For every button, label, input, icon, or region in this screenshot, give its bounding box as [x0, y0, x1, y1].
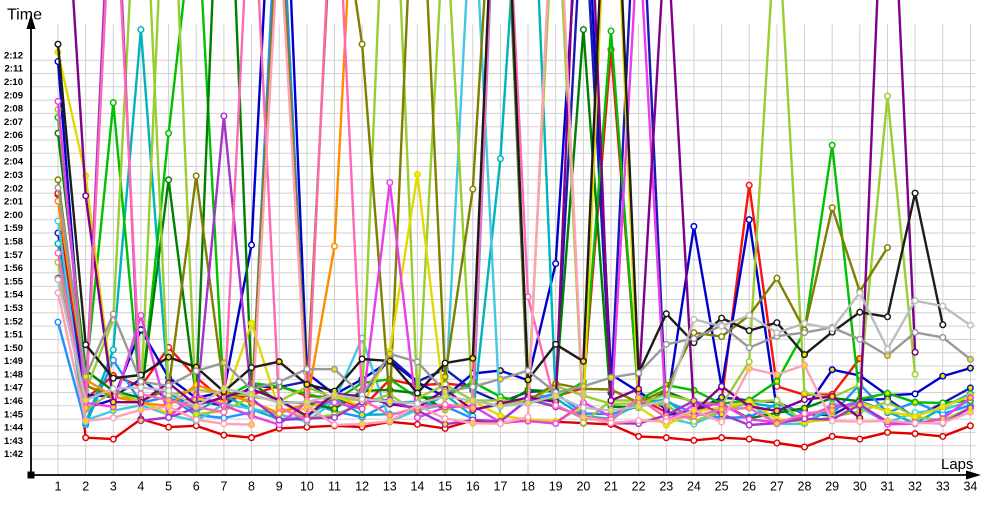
svg-text:1:43: 1:43 [4, 436, 23, 447]
svg-text:2:06: 2:06 [4, 130, 23, 141]
svg-text:1:42: 1:42 [4, 449, 23, 460]
svg-text:2: 2 [82, 480, 89, 494]
svg-text:2:08: 2:08 [4, 104, 23, 115]
svg-text:5: 5 [165, 480, 172, 494]
svg-text:6: 6 [193, 480, 200, 494]
svg-text:1:44: 1:44 [4, 423, 24, 434]
svg-text:1:45: 1:45 [4, 409, 24, 420]
svg-text:24: 24 [687, 480, 701, 494]
svg-text:2:01: 2:01 [4, 197, 24, 208]
svg-text:1:54: 1:54 [4, 290, 24, 301]
svg-text:26: 26 [742, 480, 756, 494]
svg-text:9: 9 [276, 480, 283, 494]
svg-text:21: 21 [604, 480, 618, 494]
svg-text:25: 25 [715, 480, 729, 494]
svg-text:11: 11 [328, 480, 341, 494]
svg-text:32: 32 [908, 480, 922, 494]
svg-text:23: 23 [659, 480, 673, 494]
svg-text:1:55: 1:55 [4, 276, 24, 287]
svg-text:2:09: 2:09 [4, 90, 23, 101]
svg-text:31: 31 [881, 480, 895, 494]
svg-text:16: 16 [466, 480, 480, 494]
svg-text:1:46: 1:46 [4, 396, 23, 407]
svg-text:1:47: 1:47 [4, 383, 23, 394]
svg-text:1:51: 1:51 [4, 330, 24, 341]
svg-text:17: 17 [493, 480, 507, 494]
svg-text:3: 3 [110, 480, 117, 494]
svg-text:29: 29 [825, 480, 839, 494]
svg-text:19: 19 [549, 480, 563, 494]
svg-text:1:57: 1:57 [4, 250, 23, 261]
svg-text:Time: Time [7, 7, 42, 24]
svg-text:1:58: 1:58 [4, 237, 23, 248]
svg-text:15: 15 [438, 480, 452, 494]
svg-text:1: 1 [55, 480, 62, 494]
svg-text:12: 12 [355, 480, 369, 494]
svg-text:8: 8 [248, 480, 255, 494]
svg-text:2:12: 2:12 [4, 50, 23, 61]
svg-text:2:03: 2:03 [4, 170, 23, 181]
svg-text:2:07: 2:07 [4, 117, 23, 128]
svg-text:1:48: 1:48 [4, 369, 23, 380]
svg-text:34: 34 [963, 480, 977, 494]
svg-text:10: 10 [300, 480, 314, 494]
svg-text:2:11: 2:11 [5, 64, 24, 75]
svg-text:13: 13 [383, 480, 397, 494]
svg-text:Laps: Laps [941, 456, 974, 473]
svg-text:2:05: 2:05 [4, 144, 24, 155]
svg-text:30: 30 [853, 480, 867, 494]
svg-text:2:04: 2:04 [4, 157, 24, 168]
svg-text:1:50: 1:50 [4, 343, 23, 354]
svg-text:2:00: 2:00 [4, 210, 23, 221]
svg-text:1:59: 1:59 [4, 223, 23, 234]
svg-text:1:49: 1:49 [4, 356, 23, 367]
svg-text:22: 22 [632, 480, 646, 494]
svg-text:2:10: 2:10 [4, 77, 23, 88]
svg-text:7: 7 [220, 480, 227, 494]
svg-text:14: 14 [410, 480, 424, 494]
svg-text:2:02: 2:02 [4, 183, 23, 194]
svg-text:1:56: 1:56 [4, 263, 23, 274]
svg-text:28: 28 [798, 480, 812, 494]
svg-text:1:53: 1:53 [4, 303, 23, 314]
svg-text:20: 20 [576, 480, 590, 494]
svg-text:33: 33 [936, 480, 950, 494]
svg-text:18: 18 [521, 480, 535, 494]
svg-text:4: 4 [137, 480, 144, 494]
svg-text:27: 27 [770, 480, 784, 494]
svg-text:1:52: 1:52 [4, 316, 23, 327]
